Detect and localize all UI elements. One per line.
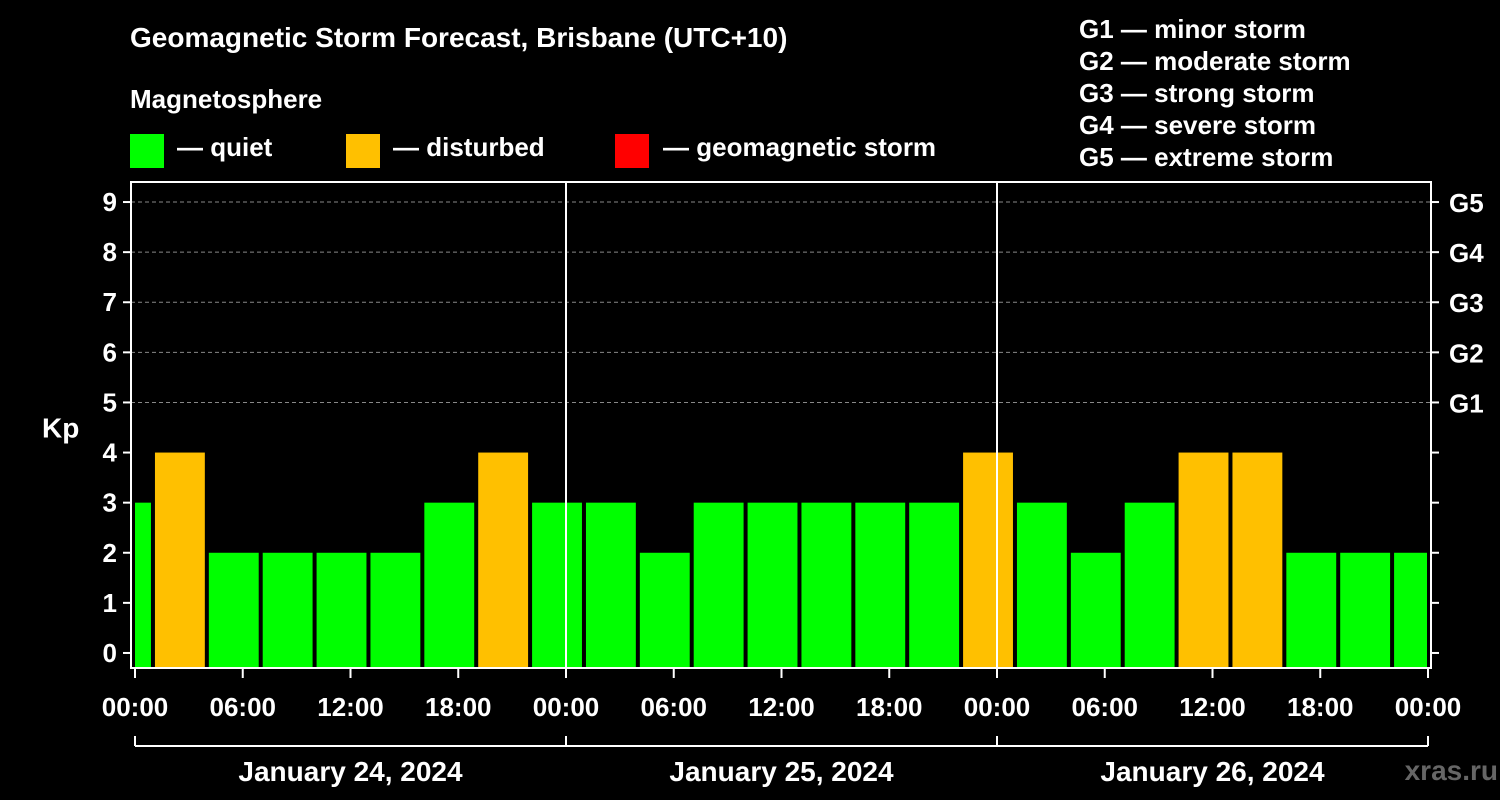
kp-bar-19: [1124, 502, 1175, 668]
kp-bar-2: [208, 552, 259, 668]
kp-bar-18: [1070, 552, 1121, 668]
y-tick-label: 7: [103, 287, 117, 317]
watermark: xras.ru: [1404, 755, 1498, 786]
day-label-1: January 25, 2024: [669, 756, 894, 787]
legend-label-storm: — geomagnetic storm: [663, 132, 937, 162]
kp-bar-0: [135, 502, 151, 668]
day-label-0: January 24, 2024: [238, 756, 463, 787]
kp-bar-14: [855, 502, 906, 668]
kp-bar-5: [370, 552, 421, 668]
kp-bar-1: [154, 452, 205, 668]
kp-bar-9: [585, 502, 636, 668]
chart-title: Geomagnetic Storm Forecast, Brisbane (UT…: [130, 22, 788, 53]
x-tick-label: 12:00: [317, 692, 384, 722]
y-tick-label: 2: [103, 538, 117, 568]
kp-bar-17: [1016, 502, 1067, 668]
y-tick-label: 4: [103, 438, 118, 468]
kp-bar-10: [639, 552, 690, 668]
kp-bar-23: [1340, 552, 1391, 668]
kp-bar-20: [1178, 452, 1229, 668]
g-scale-label: G4: [1449, 238, 1484, 268]
x-tick-label: 12:00: [748, 692, 815, 722]
legend-swatch-storm: [615, 134, 649, 168]
legend-swatch-quiet: [130, 134, 164, 168]
g-scale-label: G3: [1449, 288, 1484, 318]
kp-bar-16: [963, 452, 1013, 668]
kp-bar-13: [801, 502, 852, 668]
storm-legend-g1: G1 — minor storm: [1079, 14, 1306, 44]
kp-bar-7: [478, 452, 529, 668]
kp-bar-8: [532, 502, 582, 668]
x-tick-label: 00:00: [102, 692, 169, 722]
x-tick-label: 00:00: [1395, 692, 1462, 722]
legend-label-quiet: — quiet: [177, 132, 273, 162]
g-scale-label: G2: [1449, 338, 1484, 368]
y-axis-label: Kp: [42, 413, 79, 444]
storm-legend-g5: G5 — extreme storm: [1079, 142, 1334, 172]
x-tick-label: 18:00: [1287, 692, 1354, 722]
legend-subtitle: Magnetosphere: [130, 84, 323, 114]
x-tick-label: 00:00: [964, 692, 1031, 722]
x-tick-label: 00:00: [533, 692, 600, 722]
y-tick-label: 1: [103, 588, 117, 618]
y-tick-label: 8: [103, 237, 117, 267]
kp-bar-15: [909, 502, 960, 668]
g-scale-label: G5: [1449, 188, 1484, 218]
y-tick-label: 5: [103, 387, 117, 417]
x-tick-label: 06:00: [1072, 692, 1139, 722]
kp-bar-22: [1286, 552, 1337, 668]
kp-bar-6: [424, 502, 475, 668]
day-label-2: January 26, 2024: [1100, 756, 1325, 787]
x-tick-label: 12:00: [1179, 692, 1246, 722]
y-tick-label: 6: [103, 337, 117, 367]
storm-legend-g4: G4 — severe storm: [1079, 110, 1317, 140]
kp-bar-3: [262, 552, 313, 668]
y-tick-label: 3: [103, 488, 117, 518]
y-tick-label: 0: [103, 638, 117, 668]
x-tick-label: 18:00: [856, 692, 923, 722]
x-tick-label: 06:00: [210, 692, 277, 722]
y-tick-label: 9: [103, 187, 117, 217]
kp-bar-12: [747, 502, 798, 668]
x-tick-label: 18:00: [425, 692, 492, 722]
legend-label-disturbed: — disturbed: [393, 132, 545, 162]
kp-bar-4: [316, 552, 367, 668]
g-scale-label: G1: [1449, 388, 1484, 418]
x-tick-label: 06:00: [641, 692, 708, 722]
kp-bar-11: [693, 502, 744, 668]
legend-swatch-disturbed: [346, 134, 380, 168]
kp-bar-21: [1232, 452, 1283, 668]
storm-legend-g2: G2 — moderate storm: [1079, 46, 1351, 76]
kp-bar-24: [1394, 552, 1427, 668]
storm-legend-g3: G3 — strong storm: [1079, 78, 1315, 108]
